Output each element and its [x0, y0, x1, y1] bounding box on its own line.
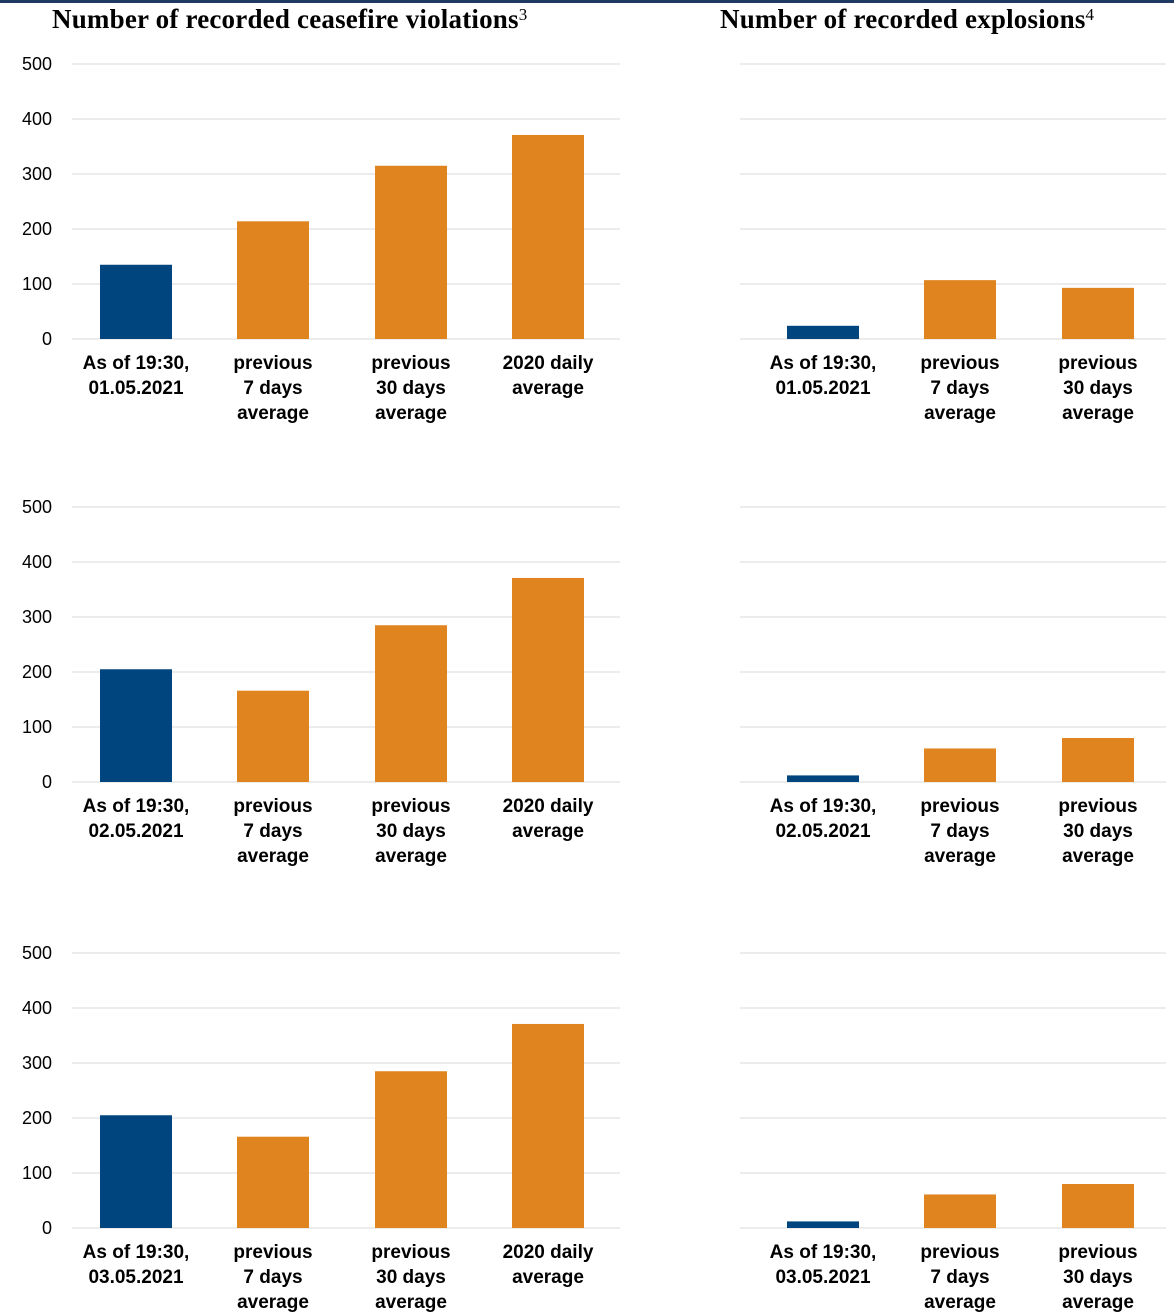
bar-average [1062, 287, 1134, 339]
category-label: previous 7 days average [920, 796, 999, 867]
category-label: previous 30 days average [371, 796, 450, 867]
explosions-title: Number of recorded explosions4 [720, 4, 1095, 34]
category-label: previous 7 days average [233, 353, 312, 424]
bar-average [237, 221, 309, 339]
footnote-4: 4 [1085, 5, 1095, 24]
bar-current [100, 1115, 172, 1228]
top-rule [0, 0, 1174, 3]
bar-current [787, 325, 859, 339]
y-tick-label: 300 [22, 607, 52, 627]
bar-average [1062, 1184, 1134, 1228]
y-tick-label: 500 [22, 943, 52, 963]
bar-average [924, 748, 996, 782]
bar-average [375, 625, 447, 782]
y-tick-label: 500 [22, 54, 52, 74]
y-tick-label: 300 [22, 1053, 52, 1073]
category-label: previous 7 days average [920, 1242, 999, 1313]
y-tick-label: 400 [22, 552, 52, 572]
bar-average [924, 280, 996, 339]
footnote-3: 3 [518, 5, 528, 24]
bar-average [375, 165, 447, 339]
category-label: previous 30 days average [1058, 353, 1137, 424]
y-tick-label: 200 [22, 1108, 52, 1128]
category-label: previous 30 days average [371, 1242, 450, 1313]
ceasefire-violations-title: Number of recorded ceasefire violations3 [52, 4, 528, 34]
explosions-chart-3: As of 19:30, 03.05.2021 previous 7 days aver… [740, 952, 1166, 1313]
category-label: previous 7 days average [233, 1242, 312, 1313]
bar-average [512, 1023, 584, 1228]
explosions-chart-2: As of 19:30, 02.05.2021 previous 7 days aver… [740, 506, 1166, 867]
category-label: As of 19:30, 02.05.2021 [770, 796, 877, 842]
y-tick-label: 0 [42, 329, 52, 349]
y-tick-label: 400 [22, 109, 52, 129]
bar-average [924, 1194, 996, 1228]
ceasefire-chart-1: 0 100 200 300 400 500 As of 19:30, 01.05.2021 pr… [22, 54, 620, 424]
bar-average [1062, 738, 1134, 782]
y-tick-label: 500 [22, 497, 52, 517]
bar-average [375, 1071, 447, 1228]
category-label: As of 19:30, 02.05.2021 [83, 796, 190, 842]
category-label: As of 19:30, 03.05.2021 [83, 1242, 190, 1288]
bar-current [100, 264, 172, 339]
category-label: As of 19:30, 03.05.2021 [770, 1242, 877, 1288]
ceasefire-chart-3: 0 100 200 300 400 500 As of 19:30, 03.05.2021 pr… [22, 943, 620, 1313]
y-tick-label: 0 [42, 1218, 52, 1238]
category-label: previous 30 days average [1058, 796, 1137, 867]
y-tick-label: 400 [22, 998, 52, 1018]
category-label: previous 7 days average [920, 353, 999, 424]
bar-current [100, 669, 172, 782]
category-label: 2020 daily average [503, 353, 594, 399]
category-label: previous 30 days average [1058, 1242, 1137, 1313]
y-tick-label: 200 [22, 219, 52, 239]
y-tick-label: 100 [22, 717, 52, 737]
y-tick-label: 100 [22, 274, 52, 294]
category-label: previous 7 days average [233, 796, 312, 867]
category-label: 2020 daily average [503, 1242, 594, 1288]
bar-average [512, 134, 584, 339]
bar-average [237, 1136, 309, 1228]
category-label: 2020 daily average [503, 796, 594, 842]
y-tick-label: 300 [22, 164, 52, 184]
bar-current [787, 1221, 859, 1228]
ceasefire-chart-2: 0 100 200 300 400 500 As of 19:30, 02.05.2021 pr… [22, 497, 620, 867]
explosions-chart-1: As of 19:30, 01.05.2021 previous 7 days aver… [740, 63, 1166, 424]
category-label: As of 19:30, 01.05.2021 [770, 353, 877, 399]
bar-current [787, 775, 859, 782]
bar-average [512, 577, 584, 782]
y-tick-label: 100 [22, 1163, 52, 1183]
y-tick-label: 200 [22, 662, 52, 682]
category-label: As of 19:30, 01.05.2021 [83, 353, 190, 399]
y-tick-label: 0 [42, 772, 52, 792]
bar-average [237, 690, 309, 782]
category-label: previous 30 days average [371, 353, 450, 424]
